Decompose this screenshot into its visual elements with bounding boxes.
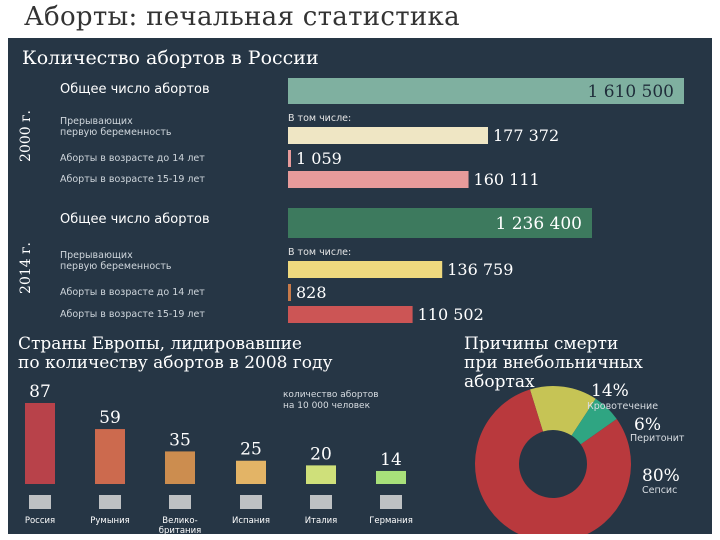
europe-bar-value: 35 — [169, 430, 191, 450]
country-label: Германия — [369, 516, 413, 526]
bar-value-label: 160 111 — [474, 170, 540, 189]
europe-bar — [306, 465, 336, 484]
country-flag-icon — [240, 495, 262, 509]
row-label: первую беременность — [60, 127, 172, 138]
europe-bar-value: 14 — [380, 450, 402, 470]
europe-note: количество абортов — [283, 390, 379, 400]
infographic-panel: Количество абортов в России 2000 г. В том… — [8, 38, 712, 534]
country-label: Румыния — [90, 516, 129, 526]
europe-bar — [236, 460, 266, 484]
row-label: Общее число абортов — [60, 82, 210, 97]
europe-bar — [95, 429, 125, 484]
bar-value-label: 136 759 — [447, 260, 513, 279]
russia-bar — [288, 150, 291, 167]
including-label: В том числе: — [288, 113, 351, 124]
donut-category-label: Кровотечение — [587, 401, 658, 412]
donut-slice — [571, 398, 617, 445]
row-label: Аборты в возрасте 15-19 лет — [60, 174, 205, 185]
page-title: Аборты: печальная статистика — [24, 2, 460, 32]
europe-bar — [25, 403, 55, 484]
russia-bar — [288, 127, 488, 144]
europe-bar-value: 25 — [240, 440, 262, 460]
country-flag-icon — [310, 495, 332, 509]
europe-bar-value: 20 — [310, 444, 332, 464]
russia-bar — [288, 78, 684, 104]
row-label: первую беременность — [60, 261, 172, 272]
europe-heading: по количеству абортов в 2008 году — [18, 353, 333, 373]
country-flag-icon — [29, 495, 51, 509]
russia-heading: Количество абортов в России — [22, 47, 319, 69]
bar-value-label: 1 059 — [296, 149, 342, 168]
donut-slice — [529, 386, 596, 436]
donut-category-label: Сепсис — [642, 485, 677, 496]
infographic-canvas: Количество абортов в России 2000 г. В том… — [18, 47, 685, 534]
bar-value-label: 1 236 400 — [495, 214, 582, 234]
country-flag-icon — [99, 495, 121, 509]
row-label: Прерывающих — [60, 116, 133, 127]
bar-value-label: 1 610 500 — [587, 82, 674, 102]
causes-heading: абортах — [464, 372, 535, 392]
country-label: Велико- — [162, 516, 197, 526]
europe-bar — [376, 470, 406, 484]
year-label: 2000 г. — [18, 110, 34, 162]
bar-value-label: 110 502 — [418, 305, 484, 324]
row-label: Аборты в возрасте до 14 лет — [60, 153, 205, 164]
russia-bar — [288, 171, 469, 188]
donut-percent-label: 6% — [634, 415, 661, 435]
country-flag-icon — [169, 495, 191, 509]
donut-category-label: Перитонит — [630, 433, 685, 444]
donut-percent-label: 80% — [642, 466, 680, 486]
europe-heading: Страны Европы, лидировавшие — [18, 334, 302, 354]
row-label: Общее число абортов — [60, 212, 210, 227]
europe-bar-value: 87 — [29, 382, 51, 402]
causes-heading: при внебольничных — [464, 353, 643, 373]
country-label: Испания — [232, 516, 270, 526]
europe-note: на 10 000 человек — [283, 401, 371, 411]
year-label: 2014 г. — [18, 242, 34, 294]
causes-heading: Причины смерти — [464, 334, 618, 354]
row-label: Прерывающих — [60, 250, 133, 261]
bar-value-label: 177 372 — [493, 126, 559, 145]
russia-bar — [288, 306, 413, 323]
country-flag-icon — [380, 495, 402, 509]
row-label: Аборты в возрасте до 14 лет — [60, 287, 205, 298]
russia-bar — [288, 261, 443, 278]
row-label: Аборты в возрасте 15-19 лет — [60, 309, 205, 320]
russia-bar — [288, 284, 291, 301]
country-label: Италия — [305, 516, 338, 526]
bar-value-label: 828 — [296, 283, 327, 302]
donut-slice — [475, 389, 631, 534]
including-label: В том числе: — [288, 247, 351, 258]
country-label: британия — [159, 526, 202, 534]
russia-bar — [288, 208, 593, 238]
country-label: Россия — [25, 516, 55, 526]
europe-bar-value: 59 — [99, 408, 121, 428]
donut-percent-label: 14% — [591, 381, 629, 401]
europe-bar — [165, 451, 195, 484]
